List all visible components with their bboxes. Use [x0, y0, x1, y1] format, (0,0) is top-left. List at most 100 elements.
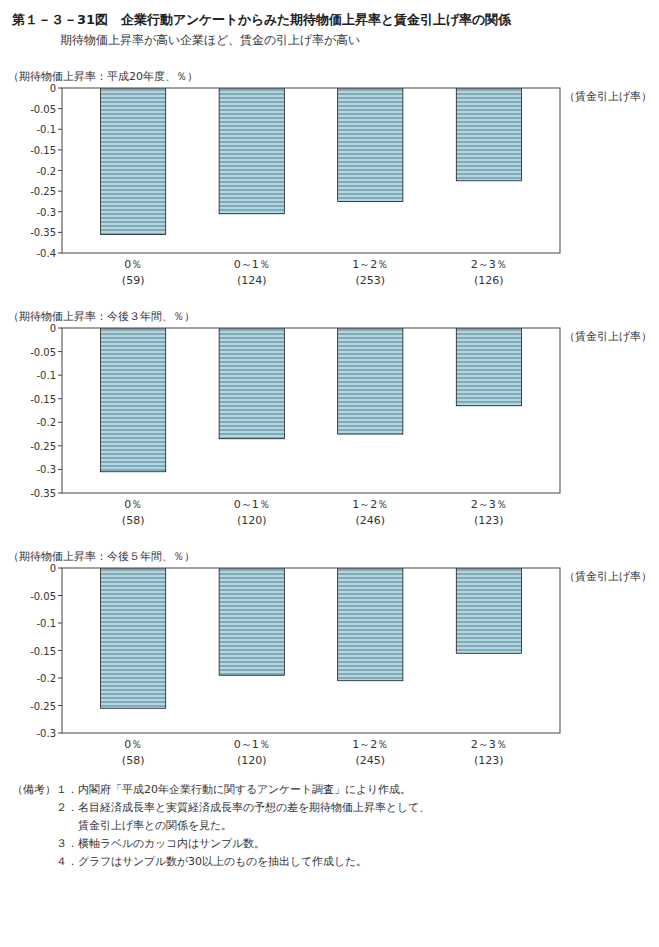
bar: [101, 568, 166, 708]
y-tick: [58, 469, 62, 470]
x-axis-label: （賃金引上げ率）: [564, 570, 652, 583]
bar: [456, 328, 521, 406]
sample-label: (124): [237, 274, 267, 287]
bar: [338, 328, 403, 434]
y-tick: [58, 375, 62, 376]
bar: [456, 88, 521, 181]
y-axis-label: （期待物価上昇率：今後５年間、％）: [8, 550, 195, 563]
y-tick-label: -0.1: [36, 370, 56, 381]
y-tick-label: 0: [50, 563, 56, 574]
sample-label: (126): [474, 274, 504, 287]
x-tick-label: 2～3％: [471, 498, 507, 511]
y-tick: [58, 253, 62, 254]
y-tick: [58, 398, 62, 399]
bar: [101, 88, 166, 234]
y-tick-label: -0.15: [30, 394, 56, 405]
y-tick-label: 0: [50, 323, 56, 334]
bar: [219, 568, 284, 675]
bar: [219, 88, 284, 214]
sample-label: (123): [474, 514, 504, 527]
y-tick-label: -0.25: [30, 441, 56, 452]
y-tick-label: -0.15: [30, 646, 56, 657]
y-tick-label: -0.2: [36, 166, 56, 177]
y-tick-label: 0: [50, 83, 56, 94]
sample-label: (245): [355, 754, 385, 767]
y-tick: [58, 493, 62, 494]
y-tick: [58, 568, 62, 569]
y-tick-label: -0.25: [30, 701, 56, 712]
y-tick-label: -0.25: [30, 186, 56, 197]
title: 第１－３－31図 企業行動アンケートからみた期待物価上昇率と賃金引上げ率の関係: [11, 12, 512, 27]
bar: [101, 328, 166, 472]
plot-frame: [62, 328, 560, 493]
footnote: ３．横軸ラベルのカッコ内はサンプル数。: [12, 837, 265, 850]
bar: [456, 568, 521, 653]
x-tick-label: 2～3％: [471, 738, 507, 751]
x-tick-label: 0％: [124, 498, 142, 511]
chart: 0-0.05-0.1-0.15-0.2-0.25-0.3-0.350％0～1％1…: [8, 310, 652, 527]
bars: [101, 568, 522, 708]
y-tick-label: -0.4: [36, 248, 56, 259]
x-tick-label: 0～1％: [234, 258, 270, 271]
sample-label: (120): [237, 514, 267, 527]
y-tick: [58, 445, 62, 446]
chart: 0 -0.05 -0.1 -0.15 -0.2 -0.25 -0.3 -0.35 -0.4 0％ 0…: [8, 70, 652, 287]
y-tick: [58, 191, 62, 192]
y-tick-label: -0.3: [36, 464, 56, 475]
y-tick-label: -0.35: [30, 227, 56, 238]
sample-label: (246): [355, 514, 385, 527]
footnote: （備考）１．内閣府「平成20年企業行動に関するアンケート調査」により作成。: [12, 783, 411, 796]
footnote: 賃金引上げ率との関係を見た。: [12, 819, 232, 832]
y-tick-label: -0.05: [30, 104, 56, 115]
y-tick: [58, 88, 62, 89]
x-tick-label: 0％: [124, 258, 142, 271]
x-tick-label: 2～3％: [471, 258, 507, 271]
y-tick: [58, 705, 62, 706]
y-tick-label: -0.3: [36, 728, 56, 739]
sample-label: (120): [237, 754, 267, 767]
y-tick: [58, 232, 62, 233]
y-tick: [58, 650, 62, 651]
y-tick-label: -0.15: [30, 145, 56, 156]
y-tick-label: -0.1: [36, 618, 56, 629]
x-tick-label: 0％: [124, 738, 142, 751]
sample-label: (58): [122, 754, 145, 767]
y-tick: [58, 211, 62, 212]
plot-frame: [62, 88, 560, 253]
bar: [338, 568, 403, 681]
x-tick-label: 1～2％: [352, 738, 388, 751]
x-tick-label: 1～2％: [352, 498, 388, 511]
footnote: ２．名目経済成長率と実質経済成長率の予想の差を期待物価上昇率として、: [12, 801, 430, 814]
y-tick: [58, 328, 62, 329]
y-axis-label: （期待物価上昇率：今後３年間、％）: [8, 310, 195, 323]
x-axis-label: （賃金引上げ率）: [564, 330, 652, 343]
bars: [101, 328, 522, 472]
y-tick-label: -0.1: [36, 124, 56, 135]
y-tick-label: -0.35: [30, 488, 56, 499]
y-tick-label: -0.05: [30, 347, 56, 358]
y-tick: [58, 422, 62, 423]
subtitle: 期待物価上昇率が高い企業ほど、賃金の引上げ率が高い: [60, 33, 360, 47]
sample-label: (58): [122, 514, 145, 527]
x-tick-label: 1～2％: [352, 258, 388, 271]
bar: [338, 88, 403, 201]
sample-label: (123): [474, 754, 504, 767]
y-tick: [58, 351, 62, 352]
chart: 0 -0.05 -0.1 -0.15 -0.2 -0.25 -0.3 0％ 0～1％ 1～2％ 2～…: [8, 550, 652, 767]
y-axis-label: （期待物価上昇率：平成20年度、％）: [8, 70, 198, 83]
y-tick-label: -0.2: [36, 417, 56, 428]
y-tick: [58, 149, 62, 150]
bar: [219, 328, 284, 439]
footnote: ４．グラフはサンプル数が30以上のものを抽出して作成した。: [12, 855, 367, 868]
x-tick-label: 0～1％: [234, 738, 270, 751]
plot-frame: [62, 568, 560, 733]
y-tick: [58, 733, 62, 734]
y-tick: [58, 678, 62, 679]
sample-label: (59): [122, 274, 145, 287]
y-tick-label: -0.05: [30, 591, 56, 602]
bars: [101, 88, 522, 234]
y-tick: [58, 623, 62, 624]
y-tick-label: -0.3: [36, 207, 56, 218]
y-tick: [58, 108, 62, 109]
y-tick-label: -0.2: [36, 673, 56, 684]
